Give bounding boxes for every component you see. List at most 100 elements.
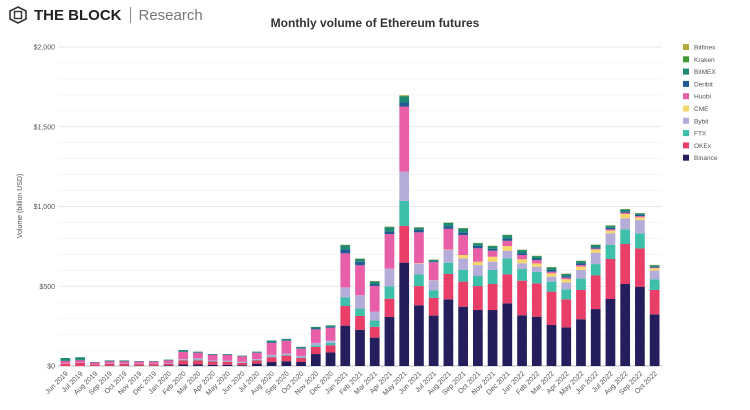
- bar-segment-bitmex: [635, 213, 645, 215]
- bar-segment-huobi: [325, 327, 336, 341]
- bar-segment-binance: [443, 299, 454, 366]
- bar-segment-huobi: [620, 212, 631, 214]
- bar-stack: [60, 358, 71, 366]
- bar-stack: [369, 280, 380, 366]
- bar-segment-deribit: [369, 284, 380, 286]
- bar-segment-binance: [472, 310, 483, 366]
- bar-segment-bitmex: [207, 354, 218, 355]
- legend-label: Binance: [694, 155, 718, 162]
- bar-segment-bybit: [502, 250, 513, 259]
- bar-segment-ftx: [281, 354, 292, 356]
- bar-segment-cme: [605, 230, 616, 234]
- bar-segment-ftx: [399, 200, 410, 226]
- bar-segment-binance: [266, 362, 277, 366]
- legend-item-ftx: FTX: [683, 130, 707, 138]
- bar-stack: [325, 325, 336, 366]
- bar-segment-bybit: [193, 358, 203, 360]
- bar-segment-binance: [531, 316, 542, 366]
- legend-label: Deribit: [694, 81, 713, 88]
- bar-segment-cme: [576, 266, 586, 270]
- bar-segment-bitmex: [281, 338, 292, 341]
- legend-item-binance: Binance: [683, 154, 718, 162]
- y-tick-label: $2,000: [34, 45, 56, 52]
- bar-segment-huobi: [355, 265, 365, 296]
- bar-segment-okex: [310, 346, 321, 355]
- bar-stack: [546, 267, 557, 366]
- bar-segment-deribit: [296, 348, 306, 349]
- y-tick-label: $1,000: [34, 204, 56, 211]
- legend-swatch: [683, 105, 689, 112]
- bar-segment-huobi: [649, 267, 660, 269]
- bar-segment-binance: [369, 337, 380, 366]
- bar-segment-bitmex: [531, 256, 542, 259]
- bar-segment-okex: [355, 315, 365, 330]
- bar-stack: [443, 222, 454, 366]
- bar-stack: [502, 234, 513, 366]
- bar-segment-bitmex: [369, 281, 380, 285]
- bar-stack: [635, 213, 645, 366]
- bar-segment-okex: [340, 306, 351, 326]
- bar-segment-cme: [531, 263, 542, 267]
- bar-segment-huobi: [89, 362, 100, 365]
- bar-segment-bybit: [281, 353, 292, 355]
- bar-stack: [590, 244, 601, 366]
- bar-segment-bybit: [266, 354, 277, 357]
- bar-segment-binance: [487, 310, 498, 366]
- bar-stack: [458, 228, 468, 366]
- bar-segment-binance: [635, 286, 645, 366]
- bar-segment-deribit: [487, 248, 498, 251]
- bar-segment-ftx: [355, 308, 365, 316]
- bar-segment-okex: [472, 286, 483, 311]
- bar-segment-huobi: [281, 340, 292, 354]
- bar-segment-okex: [369, 326, 380, 338]
- brand-header: THE BLOCK Research: [8, 6, 203, 24]
- bar-segment-bitmex: [399, 96, 410, 103]
- legend-label: FTX: [694, 131, 707, 138]
- bar-segment-binance: [590, 309, 601, 366]
- bar-segment-binance: [340, 325, 351, 366]
- bar-stack: [649, 264, 660, 366]
- bar-segment-bitmex: [193, 351, 203, 353]
- bar-segment-binance: [281, 361, 292, 366]
- bar-segment-bybit: [384, 268, 395, 287]
- bar-segment-bybit: [325, 340, 336, 343]
- bar-segment-ftx: [384, 286, 395, 299]
- chart-title: Monthly volume of Ethereum futures: [271, 16, 480, 30]
- bar-segment-deribit: [340, 249, 351, 254]
- bar-segment-bybit: [399, 171, 410, 201]
- bar-stack: [428, 259, 439, 366]
- brand-section: Research: [138, 6, 203, 24]
- bar-segment-huobi: [561, 277, 572, 280]
- bar-segment-huobi: [60, 360, 71, 364]
- bar-segment-bitmex: [414, 227, 424, 230]
- bar-segment-deribit: [517, 253, 527, 255]
- bar-segment-deribit: [561, 276, 572, 278]
- bar-segment-ftx: [428, 290, 439, 298]
- bar-segment-binance: [355, 329, 365, 366]
- bar-segment-ftx: [635, 233, 645, 249]
- bar-segment-huobi: [75, 360, 85, 363]
- bar-segment-deribit: [266, 342, 277, 343]
- bar-segment-deribit: [472, 245, 483, 249]
- bar-segment-okex: [178, 360, 189, 365]
- bar-segment-ftx: [193, 359, 203, 361]
- bar-segment-huobi: [531, 260, 542, 264]
- bar-stack: [472, 242, 483, 366]
- bar-segment-ftx: [296, 357, 306, 359]
- bar-segment-bitmex: [487, 246, 498, 249]
- bar-segment-bitmex: [384, 227, 395, 232]
- bar-segment-bitmex: [472, 243, 483, 246]
- bar-segment-okex: [443, 273, 454, 300]
- bar-segment-okex: [222, 361, 233, 365]
- bar-stack: [487, 245, 498, 366]
- y-tick-label: $0: [47, 364, 55, 371]
- bar-stack: [517, 249, 527, 366]
- bar-segment-deribit: [414, 229, 424, 233]
- bar-segment-bybit: [635, 220, 645, 234]
- bar-segment-binance: [576, 319, 586, 366]
- brand-name: THE BLOCK: [34, 6, 122, 24]
- bar-segment-deribit: [605, 227, 616, 230]
- bar-segment-okex: [266, 357, 277, 363]
